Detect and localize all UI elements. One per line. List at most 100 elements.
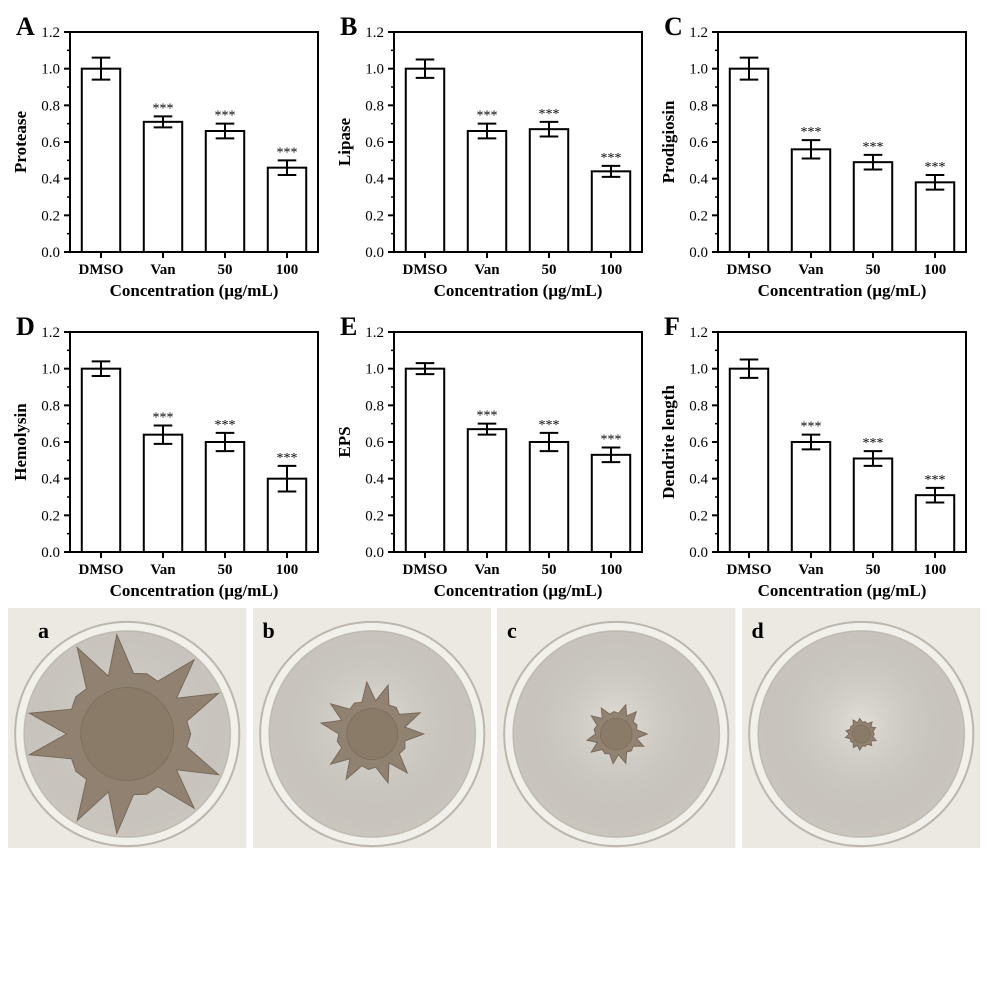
svg-text:0.8: 0.8 — [689, 398, 708, 414]
svg-text:50: 50 — [542, 262, 557, 278]
svg-text:50: 50 — [218, 562, 233, 578]
svg-text:50: 50 — [218, 262, 233, 278]
svg-text:Concentration (μg/mL): Concentration (μg/mL) — [434, 581, 603, 600]
svg-text:***: *** — [601, 433, 622, 448]
svg-text:DMSO: DMSO — [403, 562, 448, 578]
svg-text:Protease: Protease — [11, 111, 30, 173]
svg-text:0.0: 0.0 — [689, 245, 708, 261]
panel-g: G abcd — [0, 608, 988, 856]
svg-text:DMSO: DMSO — [403, 262, 448, 278]
svg-text:***: *** — [477, 409, 498, 424]
svg-text:0.2: 0.2 — [365, 208, 384, 224]
svg-text:0.2: 0.2 — [41, 508, 60, 524]
svg-text:0.6: 0.6 — [41, 135, 60, 151]
svg-text:0.8: 0.8 — [41, 398, 60, 414]
chart-F: 0.00.20.40.60.81.01.2Dendrite lengthDMSO… — [656, 308, 976, 608]
panel-g-row: abcd — [8, 608, 980, 848]
svg-text:0.0: 0.0 — [365, 545, 384, 561]
svg-text:0.2: 0.2 — [365, 508, 384, 524]
svg-text:100: 100 — [924, 262, 947, 278]
svg-text:1.0: 1.0 — [41, 62, 60, 78]
svg-text:Concentration (μg/mL): Concentration (μg/mL) — [110, 581, 279, 600]
svg-text:1.0: 1.0 — [689, 62, 708, 78]
chart-cell-C: C0.00.20.40.60.81.01.2ProdigiosinDMSOVan… — [656, 8, 976, 308]
petri-dish-a — [8, 608, 247, 848]
dish-wrap-c: c — [497, 608, 736, 848]
chart-cell-E: E0.00.20.40.60.81.01.2EPSDMSOVan***50***… — [332, 308, 652, 608]
svg-text:0.8: 0.8 — [365, 98, 384, 114]
svg-text:1.0: 1.0 — [689, 362, 708, 378]
chart-D: 0.00.20.40.60.81.01.2HemolysinDMSOVan***… — [8, 308, 328, 608]
svg-text:***: *** — [153, 101, 174, 116]
svg-text:1.2: 1.2 — [365, 25, 384, 41]
svg-text:1.2: 1.2 — [689, 25, 708, 41]
svg-text:0.6: 0.6 — [689, 435, 708, 451]
dish-sublabel-d: d — [752, 618, 764, 644]
svg-text:50: 50 — [866, 562, 881, 578]
chart-cell-F: F0.00.20.40.60.81.01.2Dendrite lengthDMS… — [656, 308, 976, 608]
svg-text:***: *** — [925, 473, 946, 488]
svg-text:100: 100 — [600, 262, 623, 278]
svg-text:0.4: 0.4 — [41, 172, 60, 188]
svg-text:0.4: 0.4 — [365, 172, 384, 188]
svg-text:***: *** — [153, 411, 174, 426]
panel-letter-E: E — [340, 312, 357, 342]
svg-text:1.2: 1.2 — [365, 325, 384, 341]
svg-text:Prodigiosin: Prodigiosin — [659, 100, 678, 183]
svg-text:EPS: EPS — [335, 426, 354, 457]
svg-text:Lipase: Lipase — [335, 117, 354, 166]
svg-text:0.8: 0.8 — [365, 398, 384, 414]
svg-text:0.0: 0.0 — [365, 245, 384, 261]
dish-sublabel-b: b — [263, 618, 275, 644]
panel-letter-C: C — [664, 12, 683, 42]
petri-dish-b — [253, 608, 492, 848]
svg-text:0.8: 0.8 — [41, 98, 60, 114]
svg-text:100: 100 — [924, 562, 947, 578]
svg-text:0.6: 0.6 — [365, 435, 384, 451]
svg-text:Van: Van — [474, 562, 500, 578]
svg-text:1.2: 1.2 — [689, 325, 708, 341]
svg-text:1.2: 1.2 — [41, 25, 60, 41]
svg-text:1.2: 1.2 — [41, 325, 60, 341]
svg-text:DMSO: DMSO — [79, 262, 124, 278]
svg-text:0.4: 0.4 — [365, 472, 384, 488]
chart-A: 0.00.20.40.60.81.01.2ProteaseDMSOVan***5… — [8, 8, 328, 308]
svg-text:Concentration (μg/mL): Concentration (μg/mL) — [110, 281, 279, 300]
svg-text:0.6: 0.6 — [365, 135, 384, 151]
svg-text:***: *** — [801, 420, 822, 435]
svg-text:Concentration (μg/mL): Concentration (μg/mL) — [758, 581, 927, 600]
svg-text:100: 100 — [600, 562, 623, 578]
svg-text:DMSO: DMSO — [79, 562, 124, 578]
svg-text:0.6: 0.6 — [41, 435, 60, 451]
svg-text:Concentration (μg/mL): Concentration (μg/mL) — [434, 281, 603, 300]
svg-text:***: *** — [477, 109, 498, 124]
panel-letter-B: B — [340, 12, 357, 42]
chart-B: 0.00.20.40.60.81.01.2LipaseDMSOVan***50*… — [332, 8, 652, 308]
svg-text:***: *** — [215, 109, 236, 124]
svg-text:0.4: 0.4 — [689, 172, 708, 188]
svg-text:1.0: 1.0 — [41, 362, 60, 378]
svg-text:***: *** — [277, 451, 298, 466]
svg-text:100: 100 — [276, 262, 299, 278]
svg-text:0.2: 0.2 — [41, 208, 60, 224]
figure-container: A 0.0 0.2 0.4 0.6 0.8 1.0 1.2 Protease DMSO Van ***… — [0, 0, 988, 856]
svg-text:***: *** — [601, 151, 622, 166]
svg-text:0.2: 0.2 — [689, 508, 708, 524]
svg-text:Van: Van — [150, 262, 176, 278]
svg-text:Hemolysin: Hemolysin — [11, 403, 30, 481]
svg-text:***: *** — [215, 418, 236, 433]
panel-letter-D: D — [16, 312, 35, 342]
svg-text:Van: Van — [150, 562, 176, 578]
svg-text:***: *** — [925, 160, 946, 175]
dish-sublabel-c: c — [507, 618, 517, 644]
panel-letter-A: A — [16, 12, 35, 42]
chart-cell-A: A0.00.20.40.60.81.01.2ProteaseDMSOVan***… — [8, 8, 328, 308]
svg-text:Van: Van — [798, 262, 824, 278]
svg-text:1.0: 1.0 — [365, 62, 384, 78]
svg-text:Concentration (μg/mL): Concentration (μg/mL) — [758, 281, 927, 300]
svg-text:0.0: 0.0 — [689, 545, 708, 561]
chart-C: 0.00.20.40.60.81.01.2ProdigiosinDMSOVan*… — [656, 8, 976, 308]
svg-text:0.4: 0.4 — [689, 472, 708, 488]
svg-text:1.0: 1.0 — [365, 362, 384, 378]
svg-text:0.4: 0.4 — [41, 472, 60, 488]
